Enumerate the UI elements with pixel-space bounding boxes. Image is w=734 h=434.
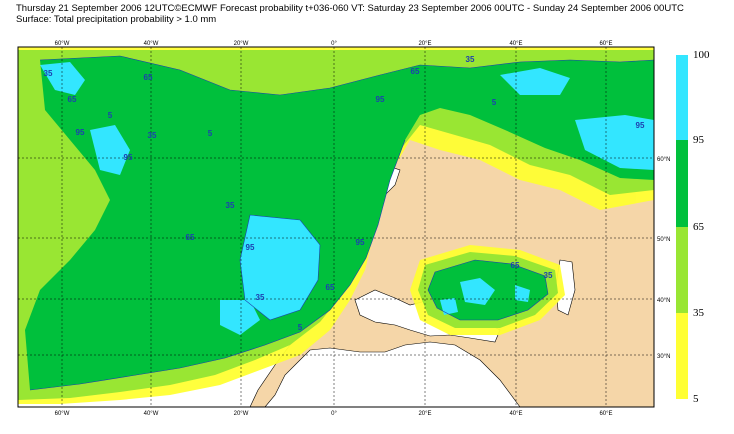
- contour-label: 35: [226, 201, 235, 210]
- map-frame: [17, 46, 655, 408]
- contour-label: 65: [326, 283, 335, 292]
- legend-level-label: 5: [693, 393, 699, 405]
- legend-swatch: [676, 227, 688, 313]
- lon-label-bottom: 40°E: [509, 411, 522, 417]
- legend-swatch: [676, 55, 688, 140]
- contour-label: 35: [544, 271, 553, 280]
- lon-label-top: 20°E: [418, 41, 431, 47]
- lon-label-top: 60°E: [599, 41, 612, 47]
- legend-swatch: [676, 140, 688, 227]
- contour-label: 35: [44, 69, 53, 78]
- contour-label: 5: [298, 323, 303, 332]
- contour-label: 5: [492, 98, 497, 107]
- contour-label: 95: [356, 238, 365, 247]
- contour-label: 5: [208, 129, 213, 138]
- lon-label-top: 40°W: [144, 41, 159, 47]
- contour-labels: 35 65 95 5 35 65 95 5 35 65 95 35 5 65 95 95 65 35 5 35 65 95: [44, 55, 645, 332]
- lon-label-bottom: 60°E: [599, 411, 612, 417]
- graticule: [18, 47, 654, 407]
- title-line-2: Surface: Total precipitation probability…: [16, 14, 217, 25]
- lon-label-bottom: 0°: [331, 411, 337, 417]
- contour-label: 95: [246, 243, 255, 252]
- lon-label-top: 20°W: [234, 41, 249, 47]
- lon-label-top: 0°: [331, 41, 337, 47]
- legend-swatch: [676, 313, 688, 399]
- contour-label: 65: [511, 261, 520, 270]
- legend-colorbar: [676, 55, 688, 399]
- map-title: Thursday 21 September 2006 12UTC©ECMWF F…: [16, 3, 684, 25]
- contour-label: 95: [636, 121, 645, 130]
- title-line-1: Thursday 21 September 2006 12UTC©ECMWF F…: [16, 3, 684, 14]
- lat-label: 40°N: [657, 298, 670, 304]
- longitude-labels-bottom: 60°W 40°W 20°W 0° 20°E 40°E 60°E: [55, 411, 613, 417]
- lon-label-bottom: 20°W: [234, 411, 249, 417]
- map-area: [18, 47, 654, 407]
- contour-label: 35: [148, 131, 157, 140]
- lon-label-bottom: 40°W: [144, 411, 159, 417]
- contour-label: 65: [411, 67, 420, 76]
- contour-label: 65: [68, 95, 77, 104]
- contour-label: 95: [124, 153, 133, 162]
- latitude-labels: 60°N 50°N 40°N 30°N: [657, 157, 670, 360]
- lat-label: 50°N: [657, 237, 670, 243]
- contour-label: 35: [256, 293, 265, 302]
- legend-level-label: 35: [693, 307, 704, 319]
- legend-level-label: 100: [693, 49, 710, 61]
- contour-label: 95: [376, 95, 385, 104]
- lon-label-top: 60°W: [55, 41, 70, 47]
- contour-lines: [29, 55, 654, 391]
- lon-label-bottom: 60°W: [55, 411, 70, 417]
- longitude-labels-top: 60°W 40°W 20°W 0° 20°E 40°E 60°E: [55, 41, 613, 47]
- contour-label: 5: [108, 111, 113, 120]
- legend-level-label: 65: [693, 221, 704, 233]
- contour-label: 95: [76, 128, 85, 137]
- band-95: [40, 62, 654, 335]
- contour-label: 65: [186, 233, 195, 242]
- legend-level-label: 95: [693, 134, 704, 146]
- lon-label-bottom: 20°E: [418, 411, 431, 417]
- lat-label: 30°N: [657, 354, 670, 360]
- contour-label: 65: [144, 73, 153, 82]
- contour-label: 35: [466, 55, 475, 64]
- lat-label: 60°N: [657, 157, 670, 163]
- lon-label-top: 40°E: [509, 41, 522, 47]
